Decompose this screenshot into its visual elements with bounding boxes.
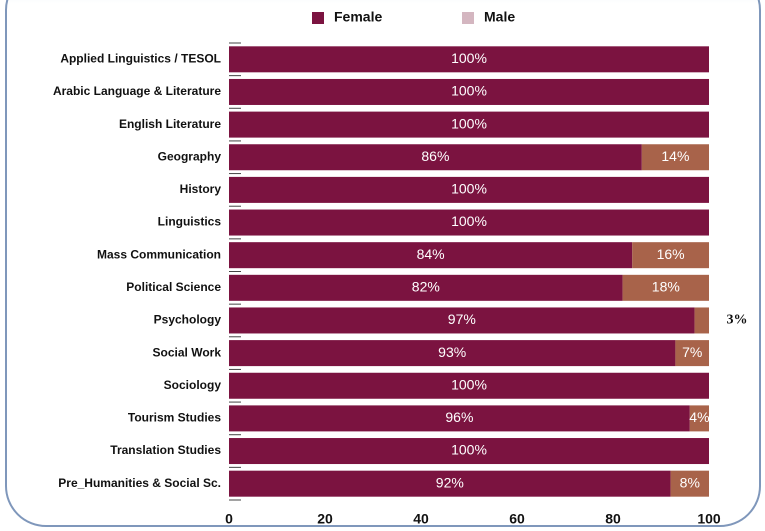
y-tick-label: History (180, 182, 222, 196)
x-tick-label: 100 (697, 511, 721, 527)
y-tick-label: Linguistics (158, 215, 222, 229)
value-label: 3% (727, 313, 748, 328)
y-tick-label: Psychology (154, 313, 222, 327)
y-tick-label: Tourism Studies (128, 411, 221, 425)
x-tick-label: 40 (413, 511, 429, 527)
bar-segment (675, 340, 709, 367)
bar-segment (229, 274, 623, 301)
bar-segment (229, 46, 709, 73)
bar-segment (229, 372, 709, 399)
bar-segment (229, 405, 690, 432)
y-tick-label: Mass Communication (97, 247, 221, 261)
bar-segment (229, 438, 709, 465)
y-tick-label: Applied Linguistics / TESOL (60, 51, 221, 65)
y-tick-label: English Literature (119, 117, 221, 131)
bar-segment (689, 405, 709, 432)
value-label: 84% (417, 246, 445, 262)
x-tick-label: 0 (225, 511, 233, 527)
value-label: 8% (680, 474, 700, 490)
value-label: 100% (451, 115, 487, 131)
value-label: 100% (451, 442, 487, 458)
bar-segment (229, 111, 709, 138)
value-label: 18% (652, 279, 680, 295)
bar-segment (229, 307, 695, 334)
legend-label: Male (484, 9, 515, 25)
value-label: 100% (451, 376, 487, 392)
value-label: 100% (451, 181, 487, 197)
bar-segment (694, 307, 709, 334)
value-label: 14% (661, 148, 689, 164)
value-label: 96% (445, 409, 473, 425)
bar-segment (229, 340, 676, 367)
value-label: 100% (451, 83, 487, 99)
bar-segment (670, 470, 709, 497)
value-label: 16% (657, 246, 685, 262)
bar-segment (632, 242, 709, 269)
bar-segment (229, 144, 642, 171)
y-tick-label: Social Work (153, 345, 222, 359)
y-tick-label: Political Science (126, 280, 221, 294)
value-label: 97% (448, 311, 476, 327)
legend-label: Female (334, 9, 382, 25)
bar-segment (229, 78, 709, 105)
bar-segment (229, 176, 709, 203)
y-tick-label: Translation Studies (110, 443, 221, 457)
legend-swatch (312, 12, 324, 24)
value-label: 86% (421, 148, 449, 164)
value-label: 93% (438, 344, 466, 360)
value-label: 4% (689, 409, 709, 425)
legend-swatch (462, 12, 474, 24)
x-tick-label: 20 (317, 511, 333, 527)
y-tick-label: Arabic Language & Literature (53, 84, 221, 98)
bar-segment (229, 209, 709, 236)
y-tick-label: Pre_Humanities & Social Sc. (58, 476, 221, 490)
x-tick-label: 80 (605, 511, 621, 527)
value-label: 100% (451, 50, 487, 66)
bar-segment (622, 274, 709, 301)
bar-segment (229, 470, 671, 497)
y-tick-label: Sociology (164, 378, 222, 392)
x-tick-label: 60 (509, 511, 525, 527)
bar-segment (229, 242, 633, 269)
value-label: 7% (682, 344, 702, 360)
value-label: 92% (436, 474, 464, 490)
value-label: 82% (412, 279, 440, 295)
bar-segment (641, 144, 709, 171)
value-label: 100% (451, 213, 487, 229)
y-tick-label: Geography (158, 149, 222, 163)
